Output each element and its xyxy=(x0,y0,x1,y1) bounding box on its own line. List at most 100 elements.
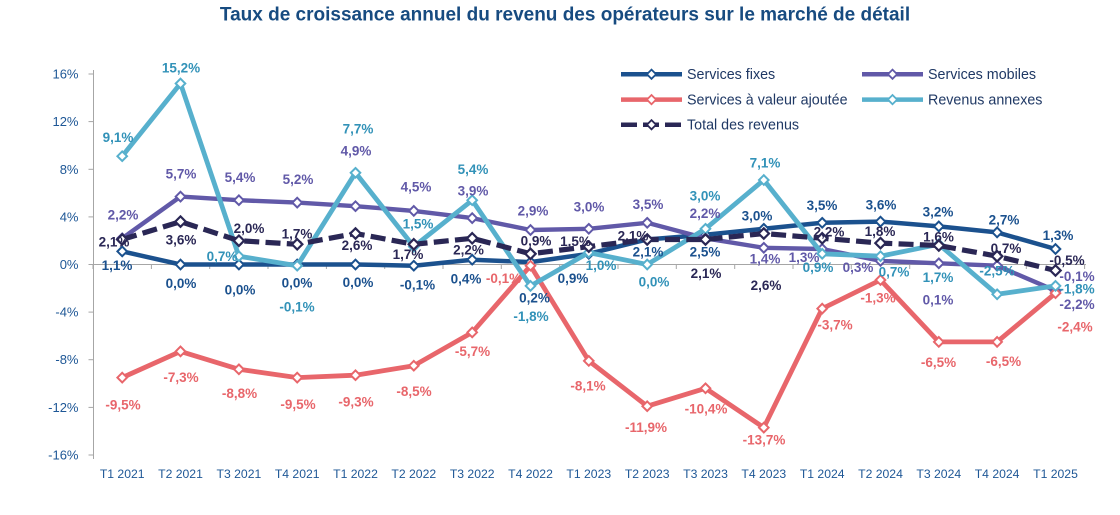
svg-text:T2 2022: T2 2022 xyxy=(391,467,436,481)
svg-text:3,9%: 3,9% xyxy=(458,184,489,199)
svg-text:2,5%: 2,5% xyxy=(690,245,721,260)
svg-text:Revenus annexes: Revenus annexes xyxy=(928,93,1042,109)
svg-text:T1 2022: T1 2022 xyxy=(333,467,378,481)
svg-text:2,6%: 2,6% xyxy=(751,278,782,293)
svg-text:1,7%: 1,7% xyxy=(393,247,424,262)
svg-text:-4%: -4% xyxy=(55,305,79,320)
svg-text:1,3%: 1,3% xyxy=(1043,228,1074,243)
svg-text:T1 2025: T1 2025 xyxy=(1033,467,1078,481)
svg-text:0,0%: 0,0% xyxy=(282,276,313,291)
svg-text:1,1%: 1,1% xyxy=(102,258,133,273)
svg-text:15,2%: 15,2% xyxy=(162,61,200,76)
svg-text:-8,8%: -8,8% xyxy=(222,386,257,401)
svg-text:2,2%: 2,2% xyxy=(690,206,721,221)
svg-text:2,6%: 2,6% xyxy=(342,238,373,253)
svg-text:0,0%: 0,0% xyxy=(166,276,197,291)
svg-text:0%: 0% xyxy=(60,257,79,272)
svg-text:-2,2%: -2,2% xyxy=(1059,297,1094,312)
svg-text:1,5%: 1,5% xyxy=(560,234,591,249)
svg-text:3,0%: 3,0% xyxy=(742,209,773,224)
svg-text:-3,7%: -3,7% xyxy=(817,318,852,333)
svg-text:3,6%: 3,6% xyxy=(166,233,197,248)
svg-text:-1,8%: -1,8% xyxy=(1059,282,1094,297)
svg-text:8%: 8% xyxy=(60,162,79,177)
svg-text:T2 2023: T2 2023 xyxy=(625,467,670,481)
svg-text:0,7%: 0,7% xyxy=(879,265,910,280)
svg-text:2,1%: 2,1% xyxy=(633,245,664,260)
svg-text:0,9%: 0,9% xyxy=(803,260,834,275)
svg-text:2,1%: 2,1% xyxy=(691,266,722,281)
svg-text:-6,5%: -6,5% xyxy=(986,354,1021,369)
svg-text:-2,5%: -2,5% xyxy=(979,264,1014,279)
svg-text:-9,5%: -9,5% xyxy=(280,397,315,412)
svg-text:12%: 12% xyxy=(52,114,78,129)
svg-text:-11,9%: -11,9% xyxy=(625,420,667,435)
svg-text:-12%: -12% xyxy=(48,400,79,415)
svg-text:T1 2023: T1 2023 xyxy=(566,467,611,481)
svg-text:T4 2023: T4 2023 xyxy=(741,467,786,481)
svg-text:T3 2024: T3 2024 xyxy=(916,467,961,481)
svg-text:-0,1%: -0,1% xyxy=(486,271,521,286)
svg-text:5,4%: 5,4% xyxy=(225,170,256,185)
svg-text:3,2%: 3,2% xyxy=(923,205,954,220)
svg-text:1,0%: 1,0% xyxy=(586,258,617,273)
svg-text:0,0%: 0,0% xyxy=(225,283,256,298)
svg-text:3,0%: 3,0% xyxy=(574,200,605,215)
svg-text:4%: 4% xyxy=(60,209,79,224)
svg-text:0,7%: 0,7% xyxy=(991,241,1022,256)
svg-text:-0,5%: -0,5% xyxy=(1049,253,1084,268)
svg-text:5,7%: 5,7% xyxy=(166,167,197,182)
svg-text:0,0%: 0,0% xyxy=(343,275,374,290)
svg-text:-1,8%: -1,8% xyxy=(513,309,548,324)
svg-text:4,5%: 4,5% xyxy=(401,180,432,195)
svg-text:T1 2021: T1 2021 xyxy=(100,467,145,481)
svg-text:2,1%: 2,1% xyxy=(618,229,649,244)
svg-text:Services mobiles: Services mobiles xyxy=(928,67,1036,83)
svg-text:7,1%: 7,1% xyxy=(750,156,781,171)
svg-text:0,2%: 0,2% xyxy=(519,291,550,306)
svg-text:T3 2022: T3 2022 xyxy=(450,467,495,481)
svg-text:9,1%: 9,1% xyxy=(103,130,134,145)
svg-text:T3 2021: T3 2021 xyxy=(217,467,262,481)
svg-text:3,5%: 3,5% xyxy=(633,197,664,212)
svg-text:5,4%: 5,4% xyxy=(458,162,489,177)
svg-text:1,7%: 1,7% xyxy=(282,227,313,242)
svg-text:7,7%: 7,7% xyxy=(343,122,374,137)
svg-text:3,0%: 3,0% xyxy=(690,189,721,204)
svg-text:-16%: -16% xyxy=(48,448,79,463)
svg-text:-0,1%: -0,1% xyxy=(1059,269,1094,284)
svg-text:1,4%: 1,4% xyxy=(750,252,781,267)
svg-text:T2 2021: T2 2021 xyxy=(158,467,203,481)
svg-text:0,0%: 0,0% xyxy=(639,275,670,290)
svg-text:5,2%: 5,2% xyxy=(283,172,314,187)
svg-text:2,0%: 2,0% xyxy=(234,221,265,236)
svg-text:-9,5%: -9,5% xyxy=(105,398,140,413)
svg-text:-0,1%: -0,1% xyxy=(400,278,435,293)
svg-text:16%: 16% xyxy=(52,67,78,82)
svg-text:Taux de croissance annuel du r: Taux de croissance annuel du revenu des … xyxy=(220,5,910,26)
svg-text:0,9%: 0,9% xyxy=(521,234,552,249)
svg-text:-8,1%: -8,1% xyxy=(570,379,605,394)
svg-text:-13,7%: -13,7% xyxy=(743,433,786,448)
svg-text:-10,4%: -10,4% xyxy=(685,402,728,417)
svg-text:T4 2021: T4 2021 xyxy=(275,467,320,481)
svg-text:T3 2023: T3 2023 xyxy=(683,467,728,481)
svg-text:T2 2024: T2 2024 xyxy=(858,467,903,481)
svg-text:0,4%: 0,4% xyxy=(451,271,482,286)
svg-text:3,6%: 3,6% xyxy=(866,198,897,213)
svg-text:-9,3%: -9,3% xyxy=(338,395,373,410)
svg-text:3,5%: 3,5% xyxy=(807,198,838,213)
svg-text:2,2%: 2,2% xyxy=(108,208,139,223)
svg-text:0,7%: 0,7% xyxy=(207,249,238,264)
svg-text:-5,7%: -5,7% xyxy=(455,344,490,359)
svg-text:1,7%: 1,7% xyxy=(923,270,954,285)
svg-text:1,8%: 1,8% xyxy=(865,224,896,239)
svg-text:-1,3%: -1,3% xyxy=(860,291,895,306)
svg-text:-7,3%: -7,3% xyxy=(163,370,198,385)
svg-text:T1 2024: T1 2024 xyxy=(800,467,845,481)
svg-text:-8%: -8% xyxy=(55,352,79,367)
svg-text:0,3%: 0,3% xyxy=(843,260,874,275)
svg-text:2,7%: 2,7% xyxy=(989,213,1020,228)
svg-text:0,1%: 0,1% xyxy=(923,293,954,308)
svg-text:2,9%: 2,9% xyxy=(518,204,549,219)
